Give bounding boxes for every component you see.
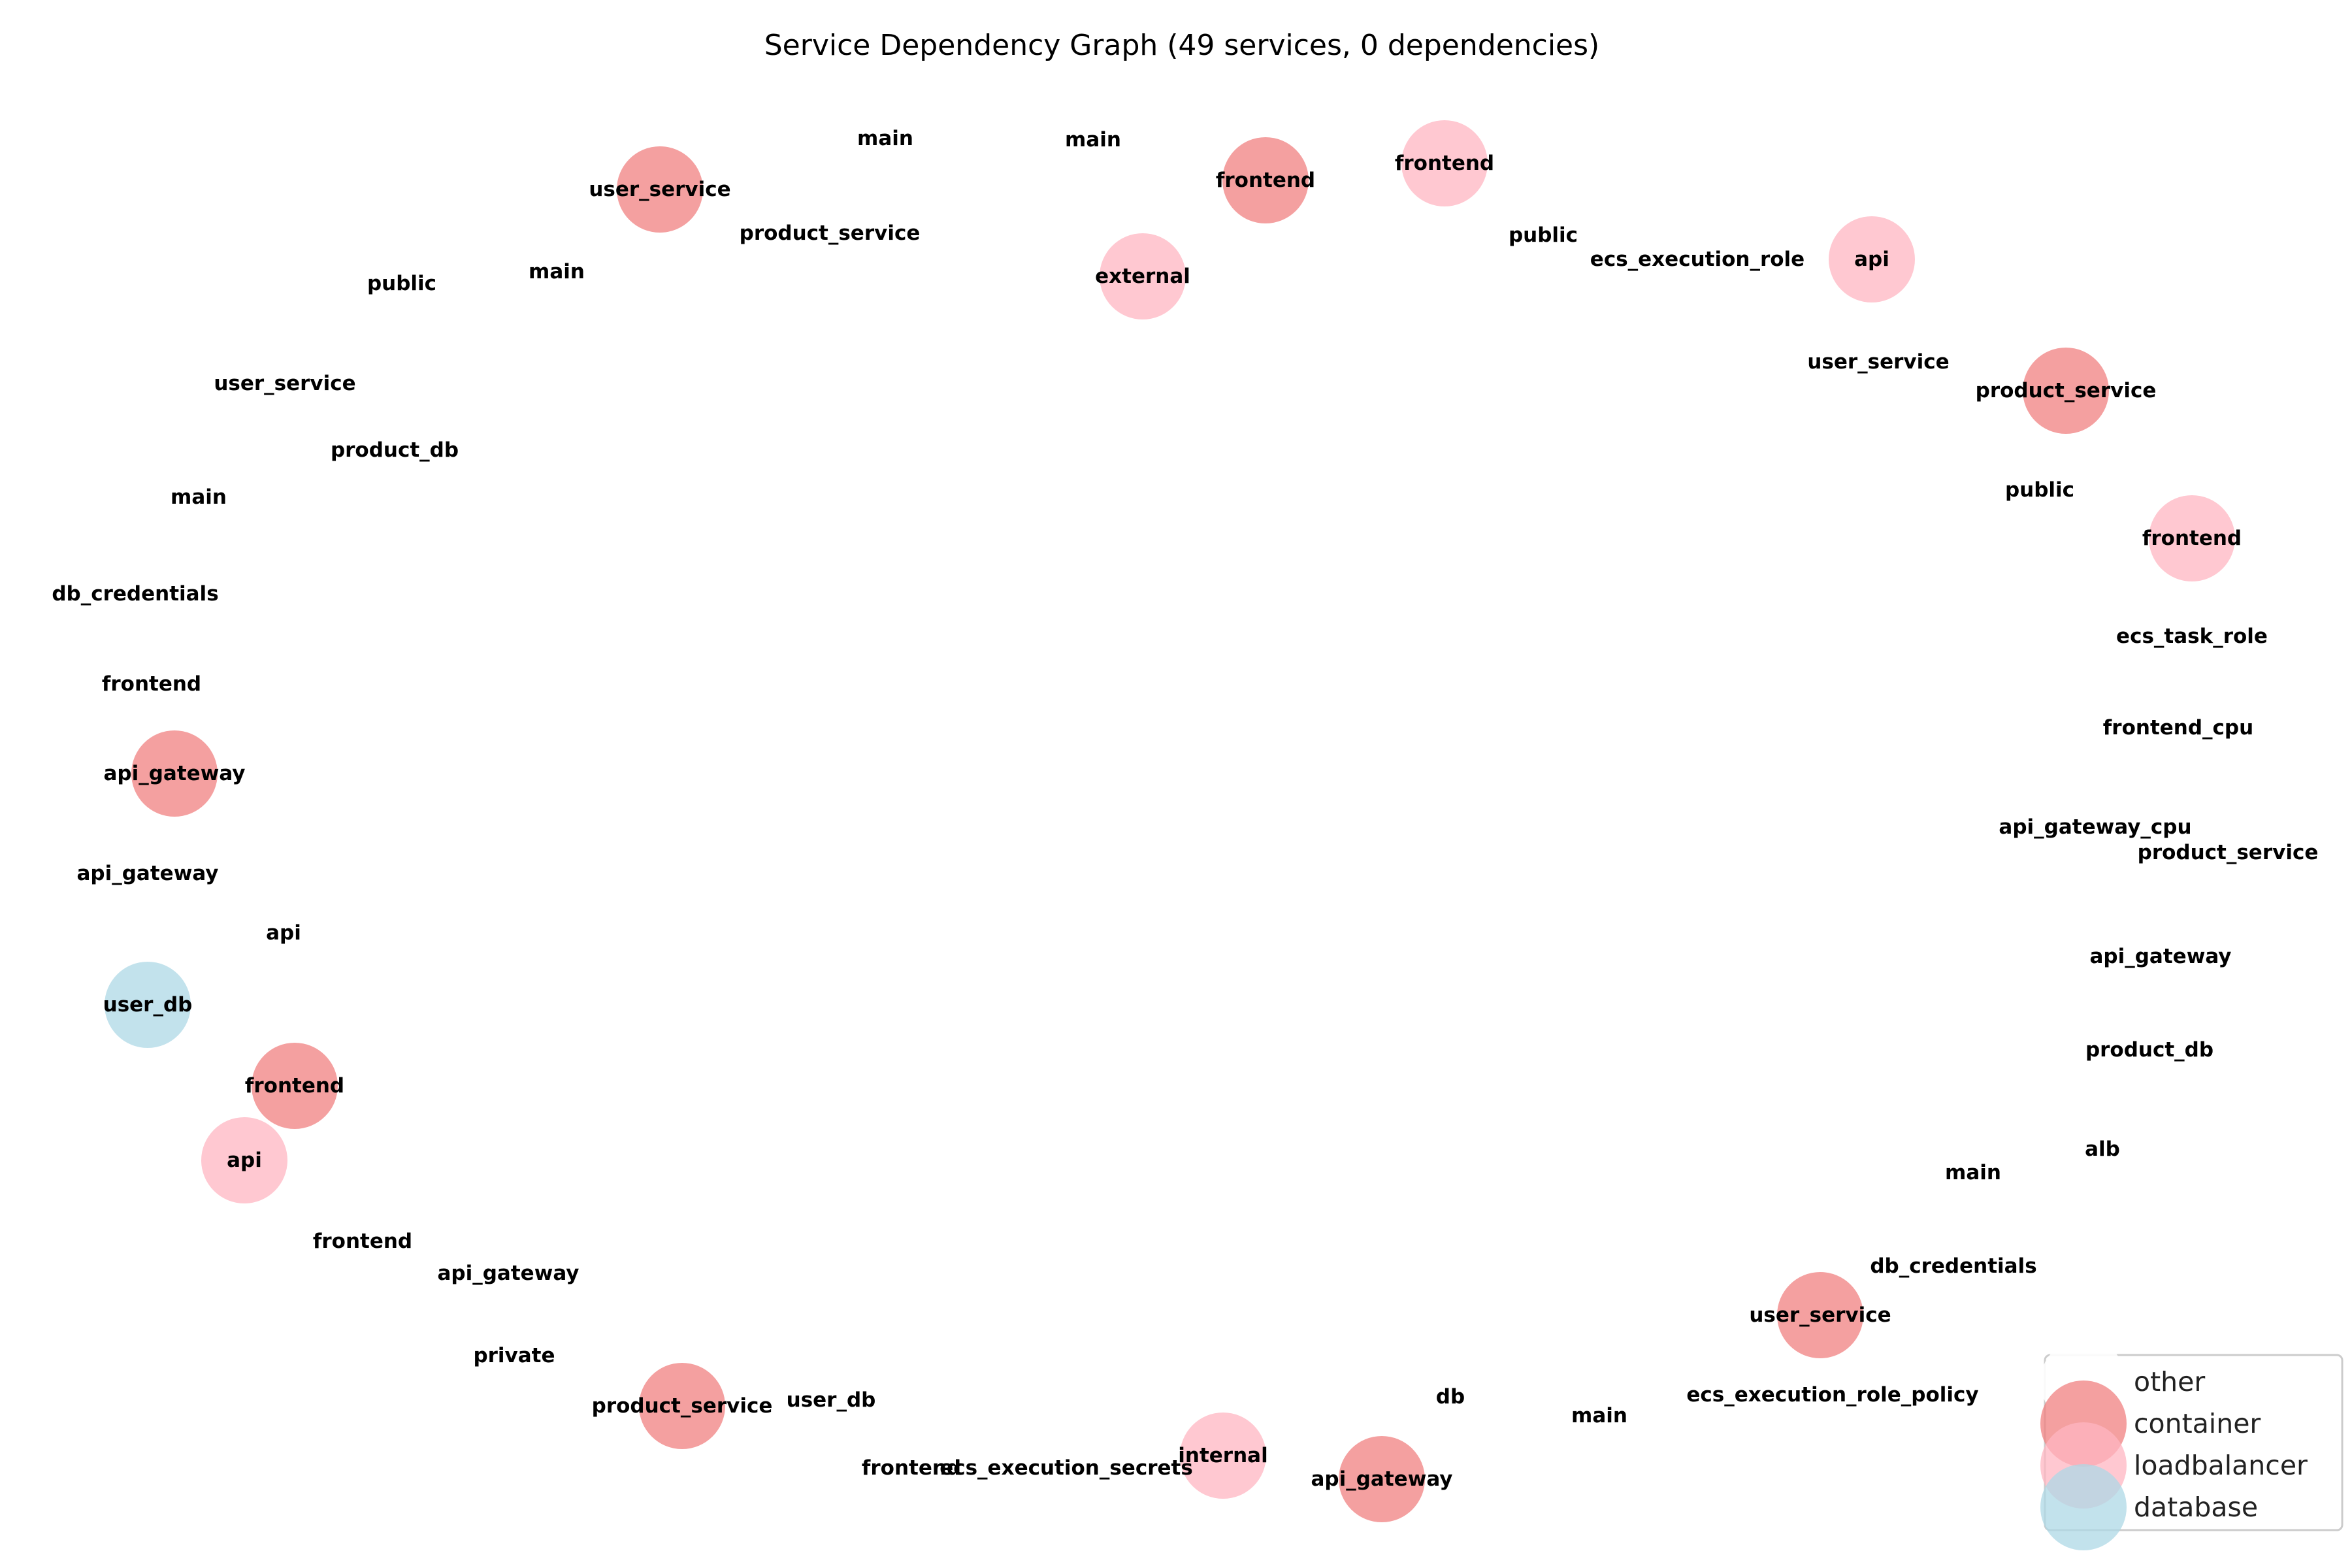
node-label: product_service [740,221,921,245]
node-label: api_gateway [1311,1467,1453,1491]
node-label: db_credentials [1870,1254,2036,1278]
node-label: frontend [1216,169,1315,192]
node-loadbalancer-api [1829,216,1915,302]
node-label: frontend [1395,152,1494,175]
node-container-api-gateway [131,730,218,817]
node-label: api_gateway [2090,945,2232,968]
node-label: user_service [589,178,730,201]
node-label: ecs_execution_secrets [939,1456,1193,1480]
node-label: product_service [1976,379,2157,402]
node-label: frontend [245,1074,344,1098]
node-database-user-db [105,962,191,1048]
nodes-layer [105,120,2235,1522]
node-container-api-gateway [1339,1436,1425,1522]
node-container-frontend [1222,137,1309,223]
node-container-product-service [2023,348,2109,434]
node-label: ecs_execution_role_policy [1686,1383,1978,1407]
node-label: main [1571,1404,1627,1428]
node-label: product_service [592,1394,773,1418]
node-label: frontend [313,1230,412,1253]
node-label: api [1854,248,1889,271]
node-label: api_gateway [438,1262,580,1285]
node-label: public [1509,223,1578,247]
node-label: api_gateway [104,762,246,785]
node-loadbalancer-frontend [1401,120,1488,206]
node-label: ecs_task_role [2116,625,2268,648]
node-label: db_credentials [52,582,218,606]
node-label: api_gateway [77,862,219,885]
node-label: user_service [1807,350,1949,374]
node-loadbalancer-frontend [2149,495,2235,581]
node-loadbalancer-api [201,1117,287,1203]
legend-label-loadbalancer: loadbalancer [2134,1450,2308,1481]
node-label: product_db [2085,1038,2213,1062]
node-label: main [529,260,585,284]
node-label: product_db [331,438,459,462]
legend-swatch-database [2040,1464,2127,1550]
node-label: main [1945,1161,2001,1184]
node-label: internal [1178,1444,1267,1467]
graph-title: Service Dependency Graph (49 services, 0… [764,29,1599,62]
node-label: private [473,1344,555,1367]
node-label: product_service [2138,841,2319,864]
legend-label-database: database [2134,1492,2258,1523]
legend: other container loadbalancer database [2040,1339,2344,1550]
node-label: main [171,485,227,509]
node-container-product-service [639,1363,725,1449]
node-label: main [857,127,913,150]
legend-label-other: other [2134,1366,2205,1397]
node-label: frontend [862,1456,961,1480]
node-label: frontend_cpu [2103,716,2253,740]
node-label: alb [2085,1137,2120,1161]
node-container-user-service [617,146,703,233]
legend-label-container: container [2134,1408,2261,1439]
node-label: user_service [1749,1303,1891,1327]
node-label: frontend [2142,527,2242,550]
node-label: api [266,921,301,945]
node-label: db [1436,1385,1465,1409]
node-label: ecs_execution_role [1590,248,1805,271]
node-label: public [2005,478,2074,502]
node-container-user-service [1777,1272,1863,1358]
node-label: main [1065,128,1121,152]
node-label: frontend [102,672,201,696]
node-label: api_gateway_cpu [1999,815,2191,839]
node-label: user_service [214,372,355,395]
node-loadbalancer-external [1100,233,1186,319]
node-label: public [367,272,436,295]
node-label: external [1095,265,1190,288]
node-container-frontend [252,1043,338,1129]
node-label: api [227,1149,262,1172]
node-label: user_db [787,1388,876,1412]
node-loadbalancer-internal [1180,1413,1266,1499]
node-label: user_db [103,993,193,1017]
